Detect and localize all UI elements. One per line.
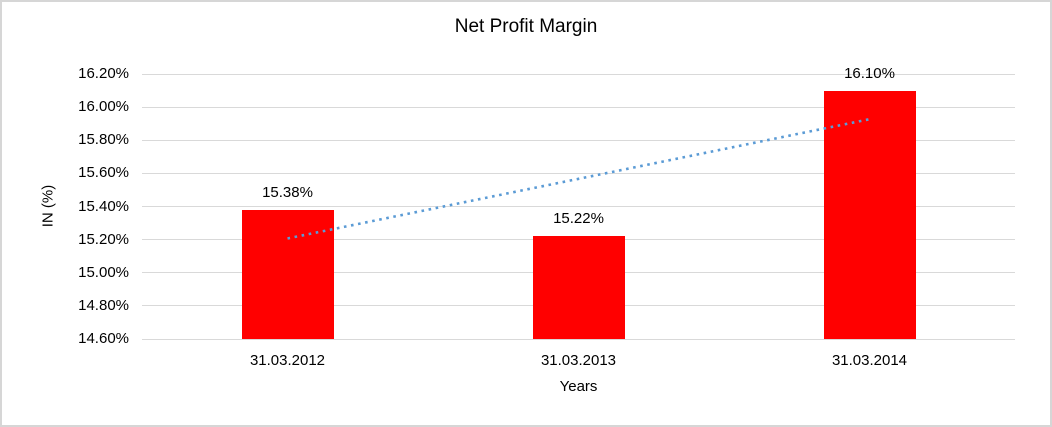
trendline xyxy=(287,117,870,240)
y-tick-label: 15.20% xyxy=(78,230,129,248)
bar-value-label: 15.38% xyxy=(262,183,313,201)
y-tick-label: 15.00% xyxy=(78,263,129,281)
gridline xyxy=(142,206,1015,207)
y-tick-label: 15.80% xyxy=(78,131,129,149)
y-tick-label: 15.60% xyxy=(78,164,129,182)
bar-value-label: 16.10% xyxy=(844,64,895,82)
x-tick-label: 31.03.2012 xyxy=(249,352,326,369)
gridline xyxy=(142,172,1015,174)
y-tick-label: 16.20% xyxy=(78,65,129,82)
gridline xyxy=(142,338,1015,340)
y-tick-label: 14.80% xyxy=(78,296,129,314)
gridline xyxy=(142,73,1015,75)
gridline xyxy=(142,106,1015,108)
x-axis-title: Years xyxy=(559,378,598,395)
y-tick-label: 14.60% xyxy=(78,330,129,347)
bar xyxy=(241,209,334,339)
bar-value-label: 15.22% xyxy=(553,210,604,228)
plot-area: 15.38% 15.22% 16.10% xyxy=(142,65,1015,340)
y-tick-label: 16.00% xyxy=(78,98,129,116)
bar xyxy=(532,236,625,339)
x-tick-label: 31.03.2013 xyxy=(540,352,617,369)
bar xyxy=(823,90,916,339)
y-tick-label: 15.40% xyxy=(78,197,129,215)
gridline xyxy=(142,139,1015,141)
chart-title: Net Profit Margin xyxy=(454,16,598,37)
x-tick-label: 31.03.2014 xyxy=(831,352,908,369)
